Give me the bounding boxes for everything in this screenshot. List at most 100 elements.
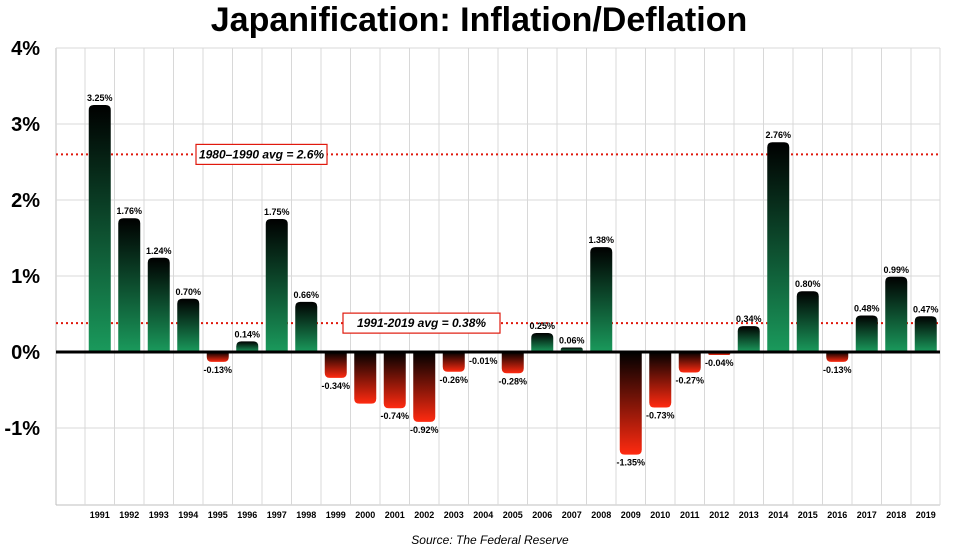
avg-label-box <box>195 143 328 165</box>
x-tick-label: 2018 <box>886 510 906 520</box>
data-label: 0.99% <box>883 265 909 275</box>
x-tick-label: 2016 <box>827 510 847 520</box>
bar-2013 <box>737 326 760 352</box>
x-tick-label: 2015 <box>798 510 818 520</box>
data-label: 0.34% <box>736 314 762 324</box>
bar-2010 <box>649 352 672 408</box>
bar-1995 <box>206 352 229 362</box>
bar-2009 <box>619 352 642 455</box>
data-label: 1.75% <box>264 207 290 217</box>
data-label: -0.27% <box>675 376 704 386</box>
x-tick-label: 1999 <box>326 510 346 520</box>
bar-2016 <box>826 352 849 362</box>
data-label: 0.25% <box>529 321 555 331</box>
x-tick-label: 1992 <box>119 510 139 520</box>
x-tick-label: 1993 <box>149 510 169 520</box>
y-tick-label: 4% <box>11 38 40 60</box>
bar-2015 <box>796 291 819 352</box>
data-labels: 3.25% 1.76% 1.24% 0.70% -0.13% 0.14% 1.75% 0.66… <box>87 93 939 468</box>
data-label: -0.04% <box>705 358 734 368</box>
x-tick-label: 1991 <box>90 510 110 520</box>
x-tick-label: 2012 <box>709 510 729 520</box>
x-tick-label: 2017 <box>857 510 877 520</box>
bar-2002 <box>413 352 436 422</box>
data-label: -0.74% <box>380 411 409 421</box>
x-tick-label: 2011 <box>680 510 700 520</box>
data-label: 0.47% <box>913 304 939 314</box>
bar-1992 <box>118 218 141 352</box>
data-label: 0.48% <box>854 304 880 314</box>
data-label: 3.25% <box>87 93 113 103</box>
x-tick-label: 2008 <box>591 510 611 520</box>
data-label: -0.01% <box>469 356 498 366</box>
x-tick-label: 2009 <box>621 510 641 520</box>
data-label: -0.28% <box>498 376 527 386</box>
bar-2011 <box>678 352 701 373</box>
y-tick-label: 1% <box>11 266 40 288</box>
data-label: -1.35% <box>616 458 645 468</box>
chart-title: Japanification: Inflation/Deflation <box>210 1 748 39</box>
source-note: Source: The Federal Reserve <box>411 533 569 547</box>
x-tick-label: 2003 <box>444 510 464 520</box>
data-label: 0.66% <box>293 290 319 300</box>
data-label: 1.24% <box>146 246 172 256</box>
y-axis: -1% 0% 1% 2% 3% 4% <box>4 38 40 440</box>
bar-1996 <box>236 341 259 352</box>
bar-2000 <box>354 352 377 404</box>
x-axis: 1991 1992 1993 1994 1995 1996 1997 1998 1999 2000… <box>90 510 936 520</box>
y-tick-label: 2% <box>11 190 40 212</box>
data-label: -0.34% <box>321 381 350 391</box>
data-label: 2.76% <box>765 130 791 140</box>
x-tick-label: 1995 <box>208 510 228 520</box>
bar-2006 <box>531 333 554 352</box>
bars <box>88 105 937 455</box>
bar-2008 <box>590 247 613 352</box>
bar-1991 <box>88 105 111 352</box>
x-tick-label: 2010 <box>650 510 670 520</box>
data-label: -0.73% <box>646 410 675 420</box>
x-tick-label: 2007 <box>562 510 582 520</box>
bar-2003 <box>442 352 465 372</box>
bar-1994 <box>177 298 200 352</box>
x-tick-label: 2005 <box>503 510 523 520</box>
x-tick-label: 2019 <box>916 510 936 520</box>
data-label: 0.14% <box>234 329 260 339</box>
x-tick-label: 1997 <box>267 510 287 520</box>
data-label: -0.13% <box>203 365 232 375</box>
data-label: 1.38% <box>588 235 614 245</box>
bar-2018 <box>885 276 908 352</box>
x-tick-label: 2004 <box>473 510 493 520</box>
bar-1993 <box>147 257 170 352</box>
reference-lines: 1980–1990 avg = 2.6% 1991-2019 avg = 0.38… <box>56 143 940 334</box>
data-label: -0.13% <box>823 365 852 375</box>
bar-2001 <box>383 352 406 409</box>
x-tick-label: 2001 <box>385 510 405 520</box>
avg-label-box <box>342 312 501 334</box>
data-label: -0.26% <box>439 375 468 385</box>
x-tick-label: 2014 <box>768 510 788 520</box>
avg-label: 1991-2019 avg = 0.38% <box>357 316 486 330</box>
data-label: -0.92% <box>410 425 439 435</box>
data-label: 0.70% <box>175 287 201 297</box>
grid <box>55 47 941 506</box>
x-tick-label: 1998 <box>296 510 316 520</box>
x-tick-label: 1994 <box>178 510 198 520</box>
bar-2017 <box>855 315 878 352</box>
bar-2005 <box>501 352 524 374</box>
bar-2019 <box>914 316 937 352</box>
x-tick-label: 2006 <box>532 510 552 520</box>
data-label: 0.06% <box>559 335 585 345</box>
bar-1997 <box>265 219 288 352</box>
x-tick-label: 2002 <box>414 510 434 520</box>
bar-2014 <box>767 142 790 352</box>
x-tick-label: 1996 <box>237 510 257 520</box>
bar-1998 <box>295 301 318 352</box>
avg-label: 1980–1990 avg = 2.6% <box>199 147 324 161</box>
x-tick-label: 2013 <box>739 510 759 520</box>
y-tick-label: 0% <box>11 342 40 364</box>
x-tick-label: 2000 <box>355 510 375 520</box>
y-tick-label: 3% <box>11 114 40 136</box>
data-label: 1.76% <box>116 206 142 216</box>
bar-1999 <box>324 352 347 378</box>
